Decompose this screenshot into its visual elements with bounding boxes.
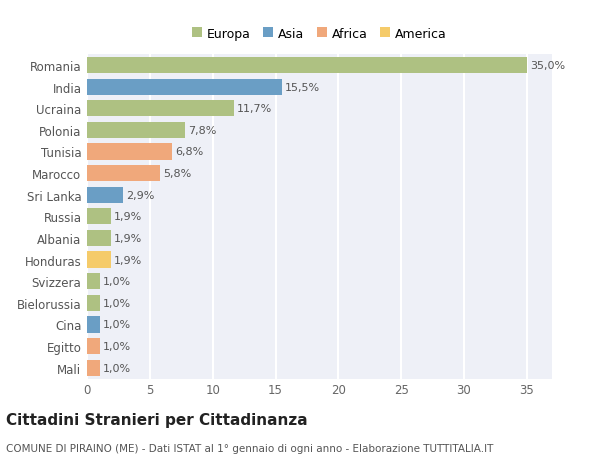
Bar — [87, 230, 111, 246]
Bar — [87, 58, 527, 74]
Text: 1,9%: 1,9% — [114, 212, 142, 222]
Text: 7,8%: 7,8% — [188, 126, 217, 135]
Text: 1,0%: 1,0% — [103, 277, 131, 286]
Text: 6,8%: 6,8% — [176, 147, 204, 157]
Text: 5,8%: 5,8% — [163, 169, 191, 179]
Bar — [87, 101, 234, 117]
Text: 1,0%: 1,0% — [103, 320, 131, 330]
Bar — [87, 79, 282, 95]
Text: 2,9%: 2,9% — [127, 190, 155, 200]
Bar — [87, 209, 111, 225]
Bar — [87, 187, 124, 203]
Bar — [87, 144, 172, 160]
Text: 1,0%: 1,0% — [103, 298, 131, 308]
Text: 15,5%: 15,5% — [285, 83, 320, 92]
Bar — [87, 317, 100, 333]
Text: 11,7%: 11,7% — [237, 104, 272, 114]
Legend: Europa, Asia, Africa, America: Europa, Asia, Africa, America — [187, 22, 452, 45]
Text: 1,0%: 1,0% — [103, 363, 131, 373]
Bar — [87, 252, 111, 268]
Bar — [87, 360, 100, 376]
Text: 1,9%: 1,9% — [114, 234, 142, 243]
Text: 1,9%: 1,9% — [114, 255, 142, 265]
Text: 35,0%: 35,0% — [530, 61, 565, 71]
Text: Cittadini Stranieri per Cittadinanza: Cittadini Stranieri per Cittadinanza — [6, 413, 308, 428]
Text: 1,0%: 1,0% — [103, 341, 131, 351]
Bar — [87, 166, 160, 182]
Bar — [87, 274, 100, 290]
Bar — [87, 338, 100, 354]
Bar — [87, 123, 185, 139]
Bar — [87, 295, 100, 311]
Text: COMUNE DI PIRAINO (ME) - Dati ISTAT al 1° gennaio di ogni anno - Elaborazione TU: COMUNE DI PIRAINO (ME) - Dati ISTAT al 1… — [6, 443, 493, 453]
